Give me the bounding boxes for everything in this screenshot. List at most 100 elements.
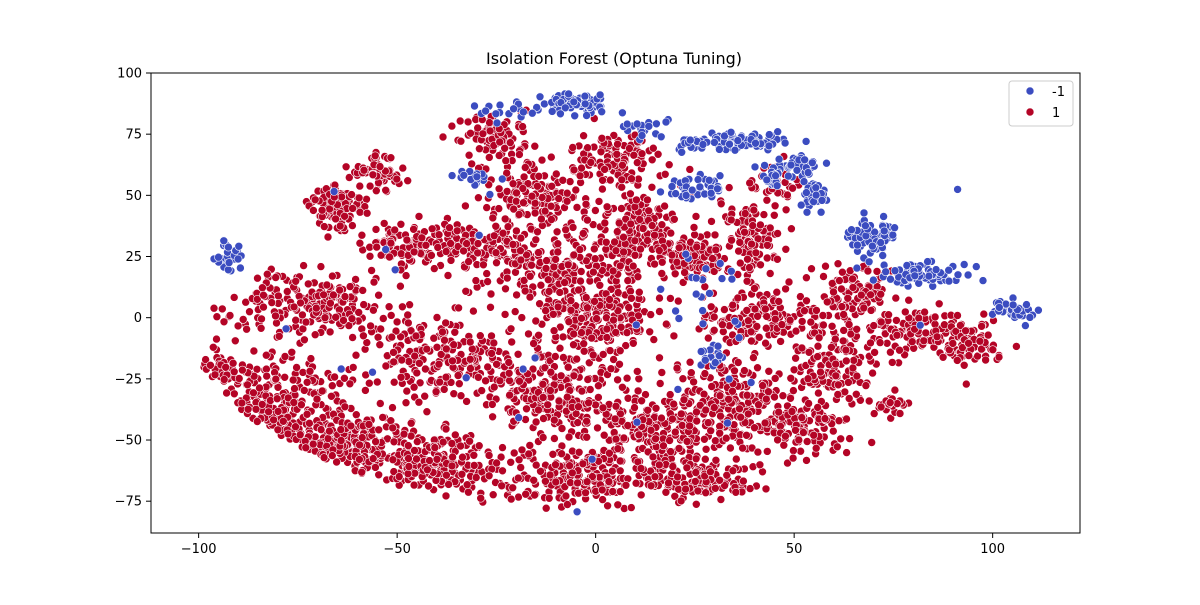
scatter-point bbox=[473, 239, 483, 248]
scatter-point bbox=[231, 336, 240, 346]
scatter-point bbox=[429, 333, 439, 343]
scatter-point bbox=[262, 371, 272, 381]
scatter-point bbox=[726, 443, 735, 453]
scatter-point bbox=[574, 402, 583, 412]
scatter-point bbox=[748, 221, 758, 230]
scatter-point bbox=[301, 317, 311, 327]
scatter-point bbox=[971, 262, 981, 271]
scatter-point bbox=[728, 300, 738, 310]
scatter-point bbox=[372, 242, 382, 252]
scatter-point bbox=[789, 446, 798, 455]
scatter-point bbox=[655, 293, 664, 303]
scatter-point bbox=[482, 269, 492, 278]
scatter-point bbox=[628, 338, 638, 348]
scatter-point bbox=[885, 398, 895, 407]
scatter-point bbox=[884, 310, 893, 320]
scatter-point bbox=[740, 209, 750, 218]
scatter-point bbox=[813, 352, 822, 361]
scatter-point bbox=[546, 386, 555, 395]
scatter-point bbox=[354, 193, 364, 203]
scatter-point bbox=[272, 394, 282, 404]
scatter-point bbox=[374, 425, 384, 435]
scatter-point bbox=[598, 403, 608, 413]
scatter-point bbox=[1021, 321, 1030, 330]
scatter-point bbox=[206, 360, 215, 370]
scatter-point bbox=[764, 130, 774, 139]
scatter-point bbox=[291, 315, 301, 325]
scatter-point bbox=[409, 382, 419, 392]
scatter-point bbox=[614, 218, 624, 228]
scatter-point bbox=[487, 349, 496, 358]
scatter-point bbox=[635, 215, 645, 224]
scatter-point bbox=[706, 302, 716, 312]
scatter-point bbox=[488, 490, 498, 500]
scatter-point bbox=[931, 265, 941, 274]
scatter-point bbox=[811, 183, 821, 192]
scatter-point bbox=[689, 377, 698, 387]
scatter-point bbox=[569, 329, 579, 339]
scatter-point bbox=[617, 175, 627, 185]
scatter-point bbox=[323, 232, 333, 242]
scatter-point bbox=[803, 374, 813, 384]
scatter-point bbox=[332, 457, 341, 467]
scatter-point bbox=[708, 254, 717, 263]
scatter-point bbox=[716, 411, 725, 421]
scatter-point bbox=[626, 286, 635, 296]
scatter-point bbox=[297, 400, 306, 410]
scatter-point bbox=[709, 403, 719, 412]
scatter-point bbox=[650, 259, 659, 269]
scatter-point bbox=[762, 195, 772, 205]
scatter-point bbox=[389, 467, 399, 476]
scatter-point bbox=[672, 363, 682, 373]
scatter-point bbox=[374, 470, 384, 480]
scatter-point bbox=[774, 154, 784, 164]
scatter-point bbox=[371, 463, 380, 472]
scatter-point bbox=[691, 499, 701, 509]
scatter-point bbox=[648, 143, 658, 153]
scatter-point bbox=[417, 233, 427, 243]
scatter-point bbox=[453, 371, 463, 380]
scatter-point bbox=[655, 307, 664, 316]
scatter-point bbox=[668, 462, 678, 471]
scatter-point bbox=[802, 437, 812, 446]
scatter-point bbox=[571, 185, 581, 195]
scatter-point bbox=[488, 213, 498, 223]
scatter-point bbox=[563, 500, 572, 509]
scatter-point bbox=[287, 347, 297, 357]
scatter-point bbox=[326, 298, 335, 308]
scatter-point bbox=[444, 480, 453, 489]
scatter-point bbox=[752, 322, 762, 331]
scatter-point bbox=[410, 351, 420, 361]
scatter-point bbox=[892, 316, 901, 325]
scatter-point bbox=[619, 247, 628, 257]
scatter-point bbox=[582, 477, 592, 487]
scatter-point bbox=[650, 472, 660, 482]
scatter-point bbox=[529, 339, 538, 348]
scatter-point bbox=[564, 89, 573, 99]
scatter-point bbox=[764, 141, 774, 151]
scatter-point bbox=[660, 201, 669, 211]
scatter-point bbox=[305, 418, 314, 428]
scatter-point bbox=[514, 210, 524, 219]
scatter-point bbox=[661, 117, 671, 127]
scatter-point bbox=[271, 273, 281, 282]
scatter-point bbox=[527, 260, 536, 270]
scatter-point bbox=[759, 210, 769, 219]
scatter-point bbox=[431, 387, 441, 397]
scatter-point bbox=[758, 381, 767, 390]
scatter-point bbox=[340, 373, 349, 383]
scatter-point bbox=[670, 269, 680, 279]
scatter-point bbox=[646, 310, 656, 319]
scatter-point bbox=[359, 165, 369, 175]
scatter-point bbox=[636, 464, 646, 473]
scatter-point bbox=[806, 317, 816, 327]
scatter-point bbox=[605, 448, 614, 458]
scatter-point bbox=[738, 443, 747, 453]
scatter-point bbox=[366, 321, 375, 331]
scatter-point bbox=[278, 416, 288, 426]
scatter-point bbox=[494, 151, 504, 160]
scatter-point bbox=[534, 172, 544, 181]
scatter-point bbox=[804, 399, 813, 408]
scatter-point bbox=[920, 307, 929, 317]
scatter-point bbox=[598, 176, 607, 185]
